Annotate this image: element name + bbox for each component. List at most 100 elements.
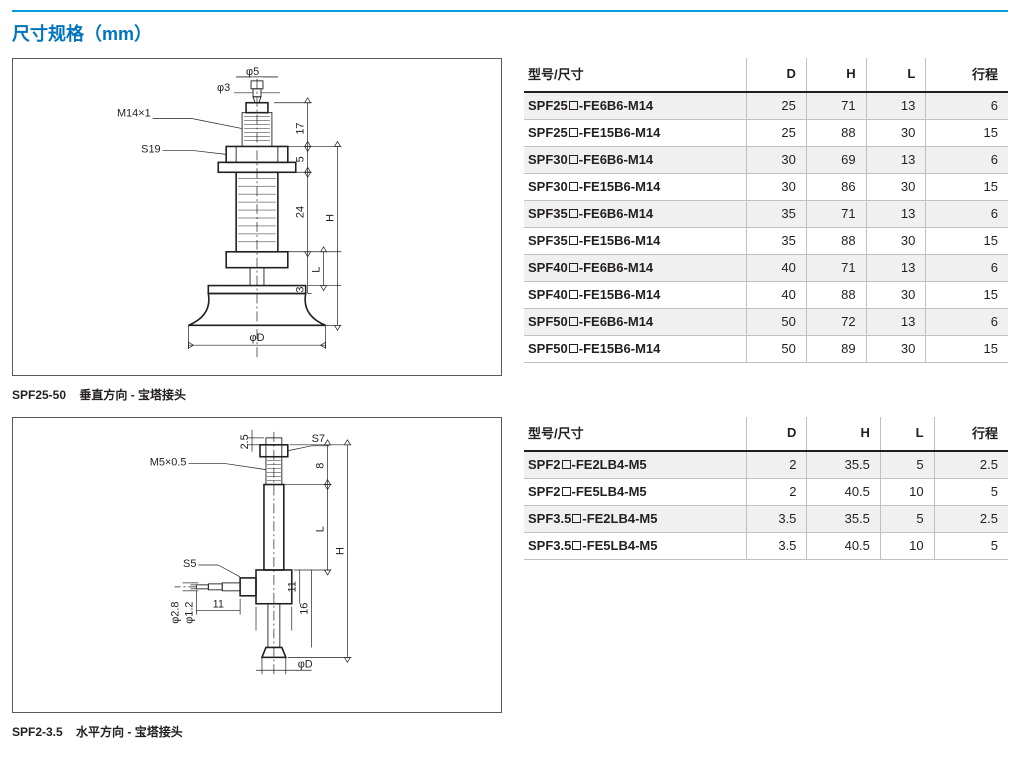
cell-num: 71 [806,92,866,120]
cell-num: 40 [747,255,807,282]
dim2-s7: S7 [312,433,325,445]
cell-num: 88 [806,120,866,147]
header-rule [12,10,1008,12]
cell-num: 2 [747,479,807,506]
cell-num: 10 [880,533,934,560]
diagram1-caption-model: SPF25-50 [12,388,66,402]
cell-num: 6 [926,309,1008,336]
cell-num: 6 [926,255,1008,282]
cell-num: 25 [747,92,807,120]
dim-phi5: φ5 [246,66,259,78]
diagram2-caption-model: SPF2-3.5 [12,725,63,739]
row-2: S7 M5×0.5 S5 2.5 8 [12,417,1008,754]
cell-num: 50 [747,336,807,363]
cell-num: 30 [866,228,926,255]
cell-model: SPF25-FE6B6-M14 [524,92,747,120]
cell-num: 40 [747,282,807,309]
dim2-m5: M5×0.5 [150,457,187,469]
table-row: SPF30-FE15B6-M1430863015 [524,174,1008,201]
table1-column: 型号/尺寸 D H L 行程 SPF25-FE6B6-M142571136SPF… [524,58,1008,363]
dim-17: 17 [295,122,307,134]
cell-num: 6 [926,201,1008,228]
table-row: SPF40-FE15B6-M1440883015 [524,282,1008,309]
cell-num: 25 [747,120,807,147]
diagram1-column: φ5 φ3 M14×1 S19 [12,58,502,417]
th2-stroke: 行程 [934,417,1008,451]
spec-table-2: 型号/尺寸 D H L 行程 SPF2-FE2LB4-M5235.552.5SP… [524,417,1008,560]
diagram1-svg: φ5 φ3 M14×1 S19 [13,59,501,375]
table2-column: 型号/尺寸 D H L 行程 SPF2-FE2LB4-M5235.552.5SP… [524,417,1008,560]
cell-num: 30 [866,120,926,147]
cell-model: SPF35-FE6B6-M14 [524,201,747,228]
dim2-11a: 11 [213,599,224,611]
cell-model: SPF3.5-FE5LB4-M5 [524,533,747,560]
th2-H: H [807,417,880,451]
table-row: SPF25-FE6B6-M142571136 [524,92,1008,120]
cell-num: 15 [926,120,1008,147]
cell-num: 30 [747,147,807,174]
cell-num: 50 [747,309,807,336]
cell-model: SPF40-FE15B6-M14 [524,282,747,309]
table-row: SPF50-FE6B6-M145072136 [524,309,1008,336]
cell-model: SPF2-FE5LB4-M5 [524,479,747,506]
th2-L: L [880,417,934,451]
cell-num: 5 [880,451,934,479]
dim-s19: S19 [141,143,160,155]
cell-model: SPF35-FE15B6-M14 [524,228,747,255]
cell-num: 6 [926,147,1008,174]
dim2-phiD: φD [298,658,313,670]
cell-model: SPF30-FE15B6-M14 [524,174,747,201]
cell-model: SPF50-FE6B6-M14 [524,309,747,336]
cell-num: 13 [866,255,926,282]
diagram2-caption: SPF2-3.5 水平方向 - 宝塔接头 [12,723,502,740]
cell-num: 3.5 [747,506,807,533]
th-model: 型号/尺寸 [524,58,747,92]
cell-num: 40.5 [807,533,880,560]
table-row: SPF2-FE2LB4-M5235.552.5 [524,451,1008,479]
diagram1-box: φ5 φ3 M14×1 S19 [12,58,502,376]
dim-L: L [311,267,323,273]
table-row: SPF40-FE6B6-M144071136 [524,255,1008,282]
cell-num: 13 [866,309,926,336]
dim-phi3: φ3 [217,82,230,94]
cell-num: 30 [866,336,926,363]
diagram1-caption: SPF25-50 垂直方向 - 宝塔接头 [12,386,502,403]
dim2-L: L [315,526,327,532]
dim-H: H [325,214,337,222]
cell-model: SPF25-FE15B6-M14 [524,120,747,147]
table-row: SPF2-FE5LB4-M5240.5105 [524,479,1008,506]
diagram2-caption-text: 水平方向 - 宝塔接头 [76,725,183,739]
dim2-16: 16 [299,603,311,615]
cell-model: SPF50-FE15B6-M14 [524,336,747,363]
cell-num: 3.5 [747,533,807,560]
table-row: SPF3.5-FE5LB4-M53.540.5105 [524,533,1008,560]
diagram2-svg: S7 M5×0.5 S5 2.5 8 [13,418,501,712]
diagram1-caption-text: 垂直方向 - 宝塔接头 [79,388,186,402]
dim-24: 24 [295,206,307,218]
th2-D: D [747,417,807,451]
th-L: L [866,58,926,92]
dim2-8: 8 [315,463,327,469]
cell-num: 69 [806,147,866,174]
dim-phiD: φD [250,332,265,344]
cell-num: 15 [926,174,1008,201]
table-row: SPF25-FE15B6-M1425883015 [524,120,1008,147]
dim2-25: 2.5 [239,434,251,449]
cell-num: 71 [806,201,866,228]
th-stroke: 行程 [926,58,1008,92]
diagram2-box: S7 M5×0.5 S5 2.5 8 [12,417,502,713]
dim2-phi28: φ2.8 [170,602,182,624]
dim2-H: H [334,547,346,555]
cell-num: 15 [926,336,1008,363]
spec-table-1: 型号/尺寸 D H L 行程 SPF25-FE6B6-M142571136SPF… [524,58,1008,363]
cell-num: 2.5 [934,451,1008,479]
cell-num: 13 [866,92,926,120]
cell-num: 15 [926,282,1008,309]
cell-num: 6 [926,92,1008,120]
diagram2-column: S7 M5×0.5 S5 2.5 8 [12,417,502,754]
cell-num: 89 [806,336,866,363]
cell-num: 35.5 [807,506,880,533]
cell-num: 10 [880,479,934,506]
cell-num: 5 [934,479,1008,506]
cell-num: 40.5 [807,479,880,506]
